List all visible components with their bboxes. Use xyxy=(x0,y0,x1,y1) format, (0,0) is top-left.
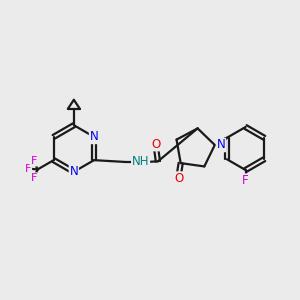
Text: N: N xyxy=(70,165,78,178)
Text: F: F xyxy=(30,173,37,183)
Text: F: F xyxy=(242,174,249,187)
Text: O: O xyxy=(152,137,161,151)
Text: NH: NH xyxy=(132,155,149,168)
Text: O: O xyxy=(175,172,184,185)
Text: N: N xyxy=(90,130,98,143)
Text: N: N xyxy=(217,139,225,152)
Text: F: F xyxy=(30,156,37,166)
Text: F: F xyxy=(25,164,31,174)
